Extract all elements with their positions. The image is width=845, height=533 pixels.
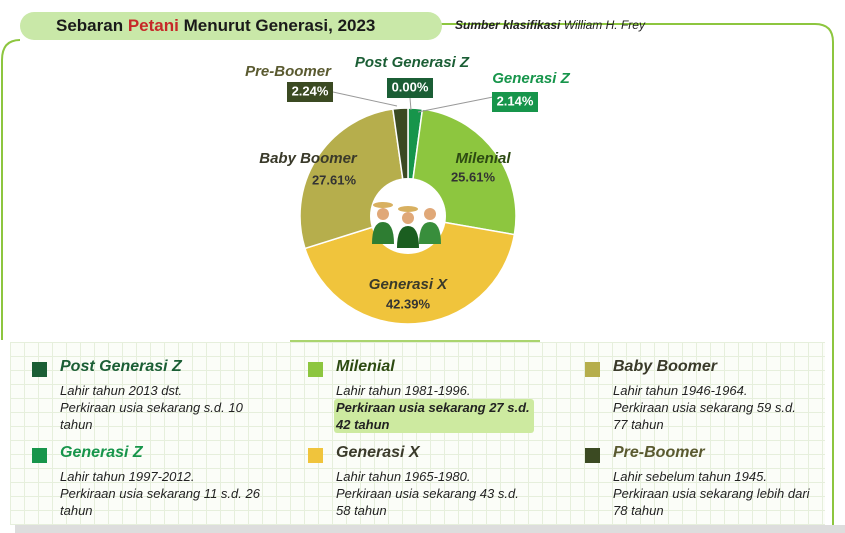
leader-line bbox=[332, 91, 398, 107]
slice-name: Baby Boomer bbox=[259, 150, 358, 167]
icon-body bbox=[419, 222, 441, 244]
source: Sumber klasifikasi William H. Frey bbox=[455, 18, 646, 32]
title-part: Menurut Generasi, 2023 bbox=[184, 16, 376, 35]
value-box bbox=[287, 82, 333, 102]
legend-swatch bbox=[32, 448, 47, 463]
legend: Post Generasi Z Lahir tahun 2013 dst. Perk… bbox=[10, 342, 825, 525]
description-line: Lahir tahun 1946-1964. bbox=[613, 383, 748, 398]
pie: Post Generasi Z 0.00% Generasi Z 2.14% Milen… bbox=[245, 54, 571, 325]
icon-head bbox=[402, 212, 414, 224]
legend-description: Lahir tahun 2013 dst. Perkiraan usia seka… bbox=[60, 382, 260, 433]
slice-value: 25.61% bbox=[451, 169, 496, 184]
slice-name: Generasi X bbox=[369, 276, 448, 293]
frame bbox=[1, 23, 834, 525]
pie-slice bbox=[304, 215, 516, 325]
legend-description: Lahir tahun 1981-1996. Perkiraan usia sek… bbox=[334, 382, 536, 433]
title-pill bbox=[20, 12, 442, 40]
legend-description: Lahir tahun 1997-2012. Perkiraan usia sek… bbox=[60, 468, 260, 519]
value-box bbox=[387, 78, 433, 98]
legend-description: Lahir sebelum tahun 1945. Perkiraan usia … bbox=[613, 468, 813, 519]
description-line: Lahir sebelum tahun 1945. bbox=[613, 469, 767, 484]
leader-line bbox=[417, 95, 499, 113]
description-line: Perkiraan usia sekarang 11 s.d. 26 tahun bbox=[60, 486, 260, 518]
icon-head bbox=[377, 208, 389, 220]
slice-value: 0.00% bbox=[392, 79, 429, 94]
source-name: William H. Frey bbox=[564, 18, 646, 32]
legend-description: Lahir tahun 1946-1964. Perkiraan usia sek… bbox=[613, 382, 813, 433]
icon-body bbox=[397, 226, 419, 248]
chart-title: Sebaran Petani Menurut Generasi, 2023 bbox=[56, 16, 375, 35]
legend-swatch bbox=[585, 448, 600, 463]
legend-name: Baby Boomer bbox=[613, 358, 718, 375]
scrollbar bbox=[15, 525, 845, 533]
legend-swatch bbox=[32, 362, 47, 377]
slice-value: 2.14% bbox=[497, 93, 534, 108]
description-line: Perkiraan usia sekarang lebih dari 78 ta… bbox=[613, 486, 810, 518]
icon-hat bbox=[373, 202, 393, 208]
legend-swatch bbox=[585, 362, 600, 377]
legend-swatch bbox=[308, 448, 323, 463]
legend-name: Generasi Z bbox=[60, 444, 143, 461]
icon-head bbox=[424, 208, 436, 220]
slice-name: Pre-Boomer bbox=[245, 63, 332, 80]
legend-name: Generasi X bbox=[336, 444, 420, 461]
slice-name: Generasi Z bbox=[492, 70, 570, 87]
slice-value: 2.24% bbox=[292, 83, 329, 98]
slice-name: Milenial bbox=[455, 150, 511, 167]
description-line: Perkiraan usia sekarang 43 s.d. 58 tahun bbox=[336, 486, 519, 518]
value-box bbox=[492, 92, 538, 112]
legend-name: Post Generasi Z bbox=[60, 358, 182, 375]
slice-value: 42.39% bbox=[386, 296, 431, 311]
title-part: Sebaran bbox=[56, 16, 123, 35]
legend-name: Pre-Boomer bbox=[613, 444, 705, 461]
description-line: Lahir tahun 1997-2012. bbox=[60, 469, 195, 484]
description-line: Perkiraan usia sekarang s.d. 10 tahun bbox=[60, 400, 243, 432]
description-line: Lahir tahun 2013 dst. bbox=[60, 383, 183, 398]
title-highlight: Petani bbox=[128, 16, 179, 35]
description-line: Lahir tahun 1981-1996. bbox=[336, 383, 471, 398]
leader-line bbox=[409, 97, 412, 111]
description-line: Perkiraan usia sekarang 27 s.d. 42 tahun bbox=[334, 399, 534, 433]
icon-body bbox=[372, 222, 394, 244]
description-line: Perkiraan usia sekarang 59 s.d. 77 tahun bbox=[613, 400, 796, 432]
legend-swatch bbox=[308, 362, 323, 377]
slice-value: 27.61% bbox=[312, 172, 357, 187]
description-line: Lahir tahun 1965-1980. bbox=[336, 469, 471, 484]
icon-hat bbox=[398, 206, 418, 212]
legend-description: Lahir tahun 1965-1980. Perkiraan usia sek… bbox=[336, 468, 536, 519]
source-label: Sumber klasifikasi bbox=[455, 18, 561, 32]
slice-name: Post Generasi Z bbox=[355, 54, 470, 71]
legend-name: Milenial bbox=[336, 358, 395, 375]
